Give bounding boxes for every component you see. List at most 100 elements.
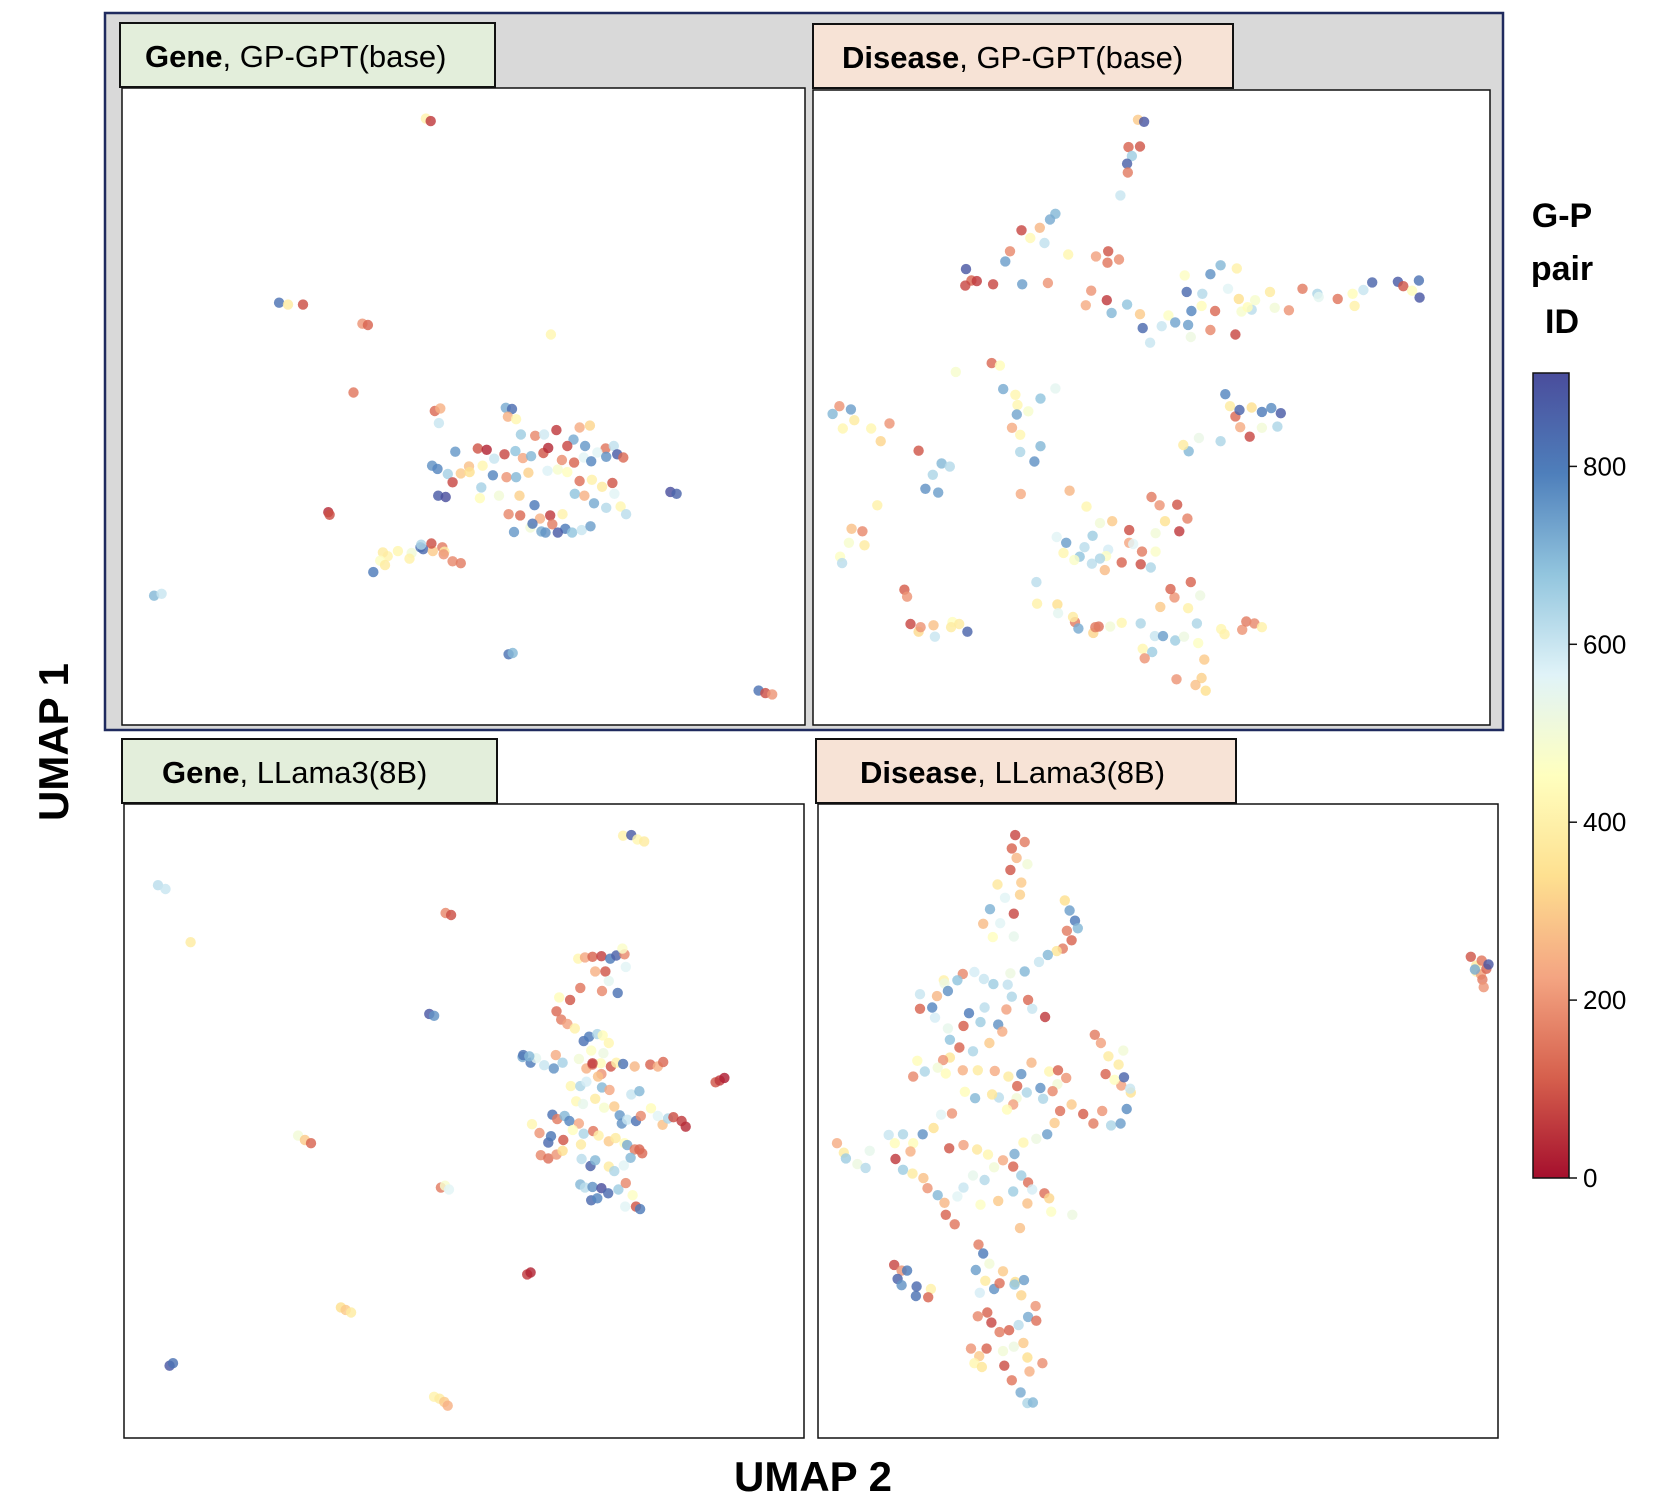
scatter-point: [1150, 546, 1161, 557]
scatter-point: [160, 883, 171, 895]
scatter-point: [564, 1115, 575, 1127]
panel-disease-llama-frame: [817, 803, 1499, 1439]
scatter-point: [425, 115, 436, 127]
scatter-point: [552, 527, 563, 538]
scatter-point: [1124, 524, 1135, 536]
scatter-point: [1097, 1105, 1108, 1117]
scatter-point: [592, 1193, 603, 1204]
scatter-point: [1001, 1004, 1012, 1015]
scatter-point: [1008, 1161, 1019, 1172]
scatter-point: [1004, 246, 1016, 257]
scatter-point: [392, 545, 404, 557]
scatter-point: [1106, 307, 1117, 319]
scatter-point: [1090, 251, 1102, 262]
scatter-point: [944, 461, 955, 472]
scatter-point: [925, 1283, 937, 1295]
scatter-point: [554, 992, 565, 1003]
scatter-point: [967, 1170, 979, 1181]
scatter-point: [1025, 232, 1036, 244]
scatter-point: [455, 468, 466, 479]
scatter-point: [1039, 237, 1050, 249]
scatter-point: [652, 1110, 663, 1122]
scatter-point: [680, 1121, 691, 1132]
scatter-point: [514, 490, 525, 501]
scatter-point: [913, 445, 924, 456]
scatter-point: [960, 280, 971, 291]
panel-title-gene-llama: Gene, LLama3(8B): [121, 738, 498, 804]
scatter-point: [889, 1259, 900, 1271]
scatter-point: [907, 1168, 918, 1179]
scatter-point: [579, 1182, 591, 1193]
scatter-point: [1215, 260, 1226, 271]
scatter-point: [846, 523, 857, 534]
scatter-point: [987, 279, 999, 290]
scatter-point: [963, 1008, 975, 1019]
panel-gene-gpgpt-frame: [121, 87, 806, 726]
scatter-point: [527, 518, 538, 529]
scatter-point: [942, 985, 954, 997]
scatter-point: [914, 1003, 926, 1014]
scatter-point: [984, 1258, 995, 1269]
scatter-point: [1094, 517, 1106, 529]
scatter-point: [982, 1307, 993, 1318]
scatter-point: [988, 1162, 1000, 1173]
scatter-point: [929, 631, 941, 642]
scatter-point: [1136, 546, 1148, 557]
panel-title-disease-gpgpt: Disease, GP-GPT(base): [812, 23, 1234, 89]
scatter-point: [954, 618, 965, 630]
scatter-point: [1052, 599, 1063, 610]
scatter-point: [578, 1128, 589, 1139]
scatter-point: [433, 417, 445, 429]
scatter-point: [1107, 516, 1118, 527]
scatter-point: [1157, 630, 1169, 642]
scatter-point: [1191, 618, 1203, 629]
scatter-point: [603, 975, 614, 987]
scatter-point: [598, 1102, 610, 1113]
scatter-point: [864, 1145, 875, 1157]
scatter-point: [1027, 1397, 1039, 1408]
scatter-point: [999, 892, 1011, 903]
scatter-point: [1000, 256, 1011, 267]
scatter-point: [1220, 389, 1231, 400]
scatter-point: [927, 1002, 938, 1013]
scatter-point: [1199, 654, 1210, 665]
scatter-point: [860, 1162, 871, 1174]
scatter-point: [1234, 404, 1245, 416]
scatter-point: [1021, 1087, 1032, 1098]
scatter-point: [526, 1119, 538, 1130]
scatter-point: [620, 509, 632, 520]
panel-disease-gpgpt-frame: [812, 89, 1491, 726]
scatter-point: [548, 1063, 559, 1074]
scatter-point: [551, 1006, 562, 1017]
scatter-point: [979, 1174, 990, 1186]
scatter-point: [510, 472, 522, 483]
scatter-point: [890, 1153, 901, 1165]
scatter-point: [1047, 1086, 1058, 1097]
scatter-point: [866, 423, 877, 434]
scatter-point: [1061, 925, 1073, 936]
scatter-point: [998, 383, 1009, 395]
scatter-point: [1185, 331, 1197, 343]
scatter-point: [550, 1049, 561, 1061]
scatter-point: [604, 1084, 615, 1096]
scatter-point: [547, 519, 558, 530]
scatter-point: [1001, 1104, 1013, 1115]
scatter-point: [564, 994, 576, 1006]
panel-title-bold: Gene: [145, 39, 223, 74]
scatter-point: [438, 549, 449, 560]
scatter-point: [1169, 592, 1180, 603]
scatter-point: [1018, 1137, 1029, 1148]
scatter-point: [443, 1184, 455, 1195]
scatter-point: [1027, 1003, 1038, 1014]
scatter-point: [970, 1264, 981, 1276]
scatter-point: [525, 451, 537, 462]
scatter-point: [922, 1183, 933, 1194]
scatter-point: [1123, 141, 1134, 153]
scatter-point: [896, 1280, 907, 1291]
scatter-point: [992, 879, 1003, 890]
scatter-point: [368, 566, 379, 578]
scatter-point: [972, 1065, 983, 1076]
panel-title-rest: , LLama3(8B): [977, 755, 1165, 790]
scatter-point: [576, 1153, 587, 1165]
scatter-point: [1196, 300, 1207, 312]
